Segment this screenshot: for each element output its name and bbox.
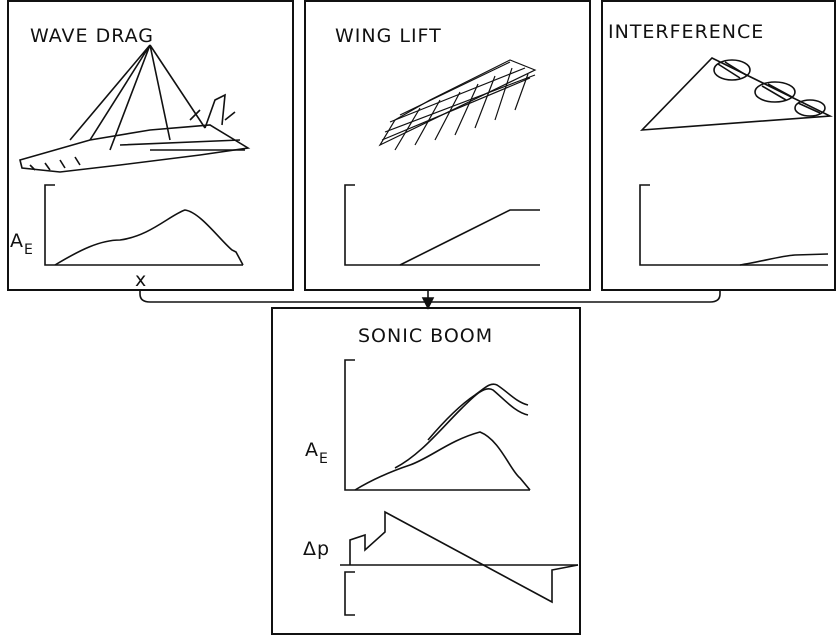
panel-title: WAVE DRAG — [30, 25, 154, 47]
panel-box — [271, 307, 581, 635]
panel-box — [7, 0, 294, 291]
axis-label: AE — [10, 230, 34, 258]
axis-label: Δp — [303, 538, 330, 560]
axis-label: x — [135, 269, 147, 291]
plot-axes — [44, 184, 828, 616]
axis-label: AE — [305, 439, 329, 467]
wing-grid — [378, 59, 537, 151]
panel-title: SONIC BOOM — [358, 325, 493, 347]
panel-title: WING LIFT — [335, 25, 442, 47]
curves — [54, 209, 829, 604]
airplane-sketch — [19, 44, 251, 173]
panel-box — [304, 0, 591, 291]
connector — [139, 290, 721, 310]
panel-box — [601, 0, 836, 291]
interference-sketch — [639, 57, 833, 131]
panel-title: INTERFERENCE — [608, 21, 764, 43]
